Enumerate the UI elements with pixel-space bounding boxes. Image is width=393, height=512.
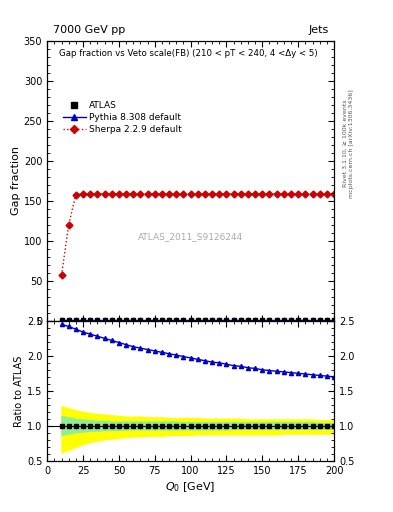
- Legend: ATLAS, Pythia 8.308 default, Sherpa 2.2.9 default: ATLAS, Pythia 8.308 default, Sherpa 2.2.…: [63, 101, 182, 134]
- Text: 7000 GeV pp: 7000 GeV pp: [53, 26, 125, 35]
- Text: Jets: Jets: [308, 26, 328, 35]
- Text: Gap fraction vs Veto scale(FB) (210 < pT < 240, 4 <Δy < 5): Gap fraction vs Veto scale(FB) (210 < pT…: [59, 49, 317, 58]
- X-axis label: $Q_0$ [GeV]: $Q_0$ [GeV]: [165, 480, 216, 494]
- Text: mcplots.cern.ch [arXiv:1306.3436]: mcplots.cern.ch [arXiv:1306.3436]: [349, 89, 354, 198]
- Text: Rivet 3.1.10, ≥ 100k events: Rivet 3.1.10, ≥ 100k events: [343, 99, 348, 187]
- Y-axis label: Gap fraction: Gap fraction: [11, 146, 21, 216]
- Y-axis label: Ratio to ATLAS: Ratio to ATLAS: [14, 355, 24, 426]
- Text: ATLAS_2011_S9126244: ATLAS_2011_S9126244: [138, 232, 243, 241]
